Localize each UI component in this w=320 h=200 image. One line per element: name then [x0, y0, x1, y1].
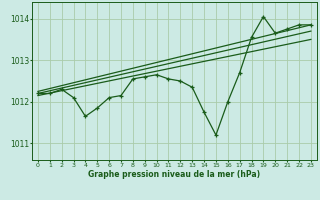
X-axis label: Graphe pression niveau de la mer (hPa): Graphe pression niveau de la mer (hPa): [88, 170, 260, 179]
